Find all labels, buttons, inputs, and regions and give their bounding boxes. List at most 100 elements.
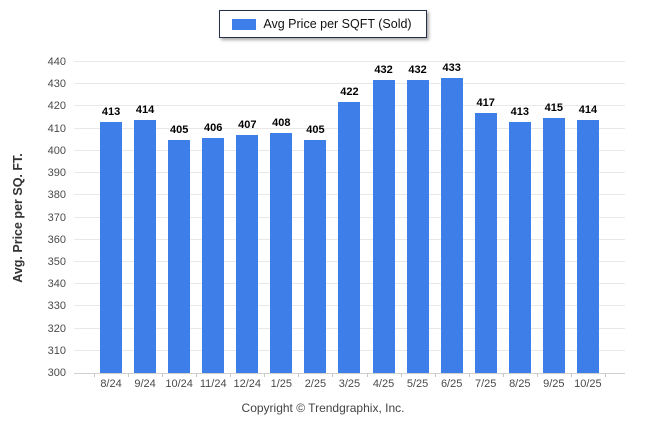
bar-6/25 (440, 77, 463, 373)
bar-10/25 (576, 119, 599, 373)
plot-area: 413 414 405 406 407 408 405 422 432 432 433 417 413 4… (74, 61, 625, 374)
legend: Avg Price per SQFT (Sold) (0, 10, 646, 38)
copyright-text: Copyright © Trendgraphix, Inc. (241, 401, 405, 415)
x-tick-mark (264, 373, 266, 377)
x-axis-label-10/25: 10/25 (574, 378, 602, 390)
x-axis-label-2/25: 2/25 (304, 378, 327, 390)
x-axis-labels: 8/24 9/24 10/24 11/24 12/24 1/25 2/25 3/25 4/25 5… (94, 378, 605, 390)
bar-value-label-5/25: 432 (408, 63, 427, 76)
y-tick-label-330: 330 (47, 300, 66, 313)
y-tick-label-400: 400 (47, 144, 66, 157)
y-tick-label-360: 360 (47, 233, 66, 246)
x-tick-mark (128, 373, 130, 377)
bar-8/25 (508, 121, 531, 373)
bar-11/24 (202, 137, 225, 373)
x-tick-mark (162, 373, 164, 377)
x-axis-label-9/24: 9/24 (134, 378, 156, 390)
bar-2/25 (304, 139, 327, 373)
x-axis-label-9/25: 9/25 (543, 378, 565, 390)
x-axis-label-10/24: 10/24 (165, 378, 193, 390)
y-tick-label-340: 340 (47, 278, 66, 291)
y-tick-label-310: 310 (47, 344, 66, 357)
bar-slot-1/25: 408 (264, 62, 298, 373)
bar-value-label-8/24: 413 (101, 105, 121, 118)
x-tick-mark (298, 373, 300, 377)
x-tick-mark (468, 373, 470, 377)
bar-value-label-9/24: 414 (135, 103, 155, 116)
gridline-440 (74, 61, 625, 62)
bar-9/24 (134, 119, 157, 373)
bar-slot-8/25: 413 (503, 62, 537, 373)
legend-box: Avg Price per SQFT (Sold) (219, 10, 427, 38)
x-tick-mark (94, 373, 95, 377)
bar-12/24 (236, 135, 259, 373)
x-tick-mark (400, 373, 402, 377)
x-tick-mark (536, 373, 538, 377)
bar-value-label-1/25: 408 (272, 117, 291, 130)
x-tick-mark (230, 373, 232, 377)
x-axis-label-12/24: 12/24 (233, 378, 262, 390)
bar-slot-7/25: 417 (469, 62, 503, 373)
bar-slot-9/24: 414 (128, 62, 162, 373)
x-tick-mark (434, 373, 436, 377)
bar-8/24 (100, 121, 123, 373)
bar-slot-2/25: 405 (298, 62, 332, 373)
x-tick-mark (332, 373, 334, 377)
bar-value-label-10/24: 405 (169, 123, 189, 136)
x-tick-mark (570, 373, 572, 377)
bar-value-label-8/25: 413 (510, 105, 529, 118)
bar-value-label-4/25: 432 (374, 63, 393, 76)
x-axis-label-8/25: 8/25 (509, 378, 531, 390)
bar-value-label-9/25: 415 (544, 101, 564, 114)
x-axis-label-1/25: 1/25 (270, 378, 293, 390)
y-tick-label-440: 440 (47, 56, 66, 68)
y-tick-label-320: 320 (47, 322, 66, 335)
bar-4/25 (372, 79, 395, 373)
y-tick-label-350: 350 (47, 255, 66, 268)
bar-10/24 (168, 139, 191, 373)
x-tick-mark (605, 373, 606, 377)
y-tick-label-410: 410 (47, 122, 66, 135)
x-tick-mark (366, 373, 368, 377)
bar-slot-9/25: 415 (537, 62, 571, 373)
bar-9/25 (542, 117, 565, 373)
bar-3/25 (338, 102, 361, 373)
y-tick-label-390: 390 (47, 167, 66, 180)
bar-value-label-11/24: 406 (204, 121, 223, 134)
x-axis-ticks (94, 373, 606, 378)
bar-7/25 (474, 113, 497, 373)
bar-value-label-12/24: 407 (238, 119, 257, 132)
x-axis-label-5/25: 5/25 (406, 378, 429, 390)
bar-1/25 (270, 133, 293, 373)
x-tick-mark (196, 373, 198, 377)
bar-5/25 (406, 79, 429, 373)
bar-slot-5/25: 432 (401, 62, 435, 373)
x-axis-label-8/24: 8/24 (100, 378, 122, 390)
x-axis-label-6/25: 6/25 (440, 378, 463, 390)
y-axis-tick-labels: 300 310 320 330 340 350 360 370 380 390 400 410 420 4… (0, 56, 70, 379)
bar-value-label-3/25: 422 (340, 86, 359, 98)
x-tick-mark (502, 373, 504, 377)
bar-slot-10/25: 414 (571, 62, 605, 373)
x-axis-label-7/25: 7/25 (475, 378, 497, 390)
bar-slot-4/25: 432 (367, 62, 401, 373)
bar-series: 413 414 405 406 407 408 405 422 432 432 433 417 413 4… (94, 62, 605, 373)
y-tick-label-380: 380 (47, 189, 66, 202)
bar-slot-6/25: 433 (435, 62, 469, 373)
x-axis-label-3/25: 3/25 (338, 378, 361, 390)
bar-value-label-7/25: 417 (476, 97, 495, 110)
bar-value-label-10/25: 414 (578, 103, 598, 116)
x-axis-label-4/25: 4/25 (372, 378, 395, 390)
bar-slot-12/24: 407 (230, 62, 264, 373)
bar-slot-11/24: 406 (196, 62, 230, 373)
x-axis-label-11/24: 11/24 (199, 378, 227, 390)
y-tick-label-370: 370 (47, 211, 66, 224)
y-tick-label-420: 420 (47, 100, 66, 113)
gridline-300 (74, 373, 625, 374)
bar-value-label-6/25: 433 (442, 61, 461, 74)
bar-slot-8/24: 413 (94, 62, 128, 373)
bar-slot-3/25: 422 (332, 62, 366, 373)
legend-label: Avg Price per SQFT (Sold) (263, 17, 412, 31)
y-tick-label-300: 300 (47, 367, 66, 379)
